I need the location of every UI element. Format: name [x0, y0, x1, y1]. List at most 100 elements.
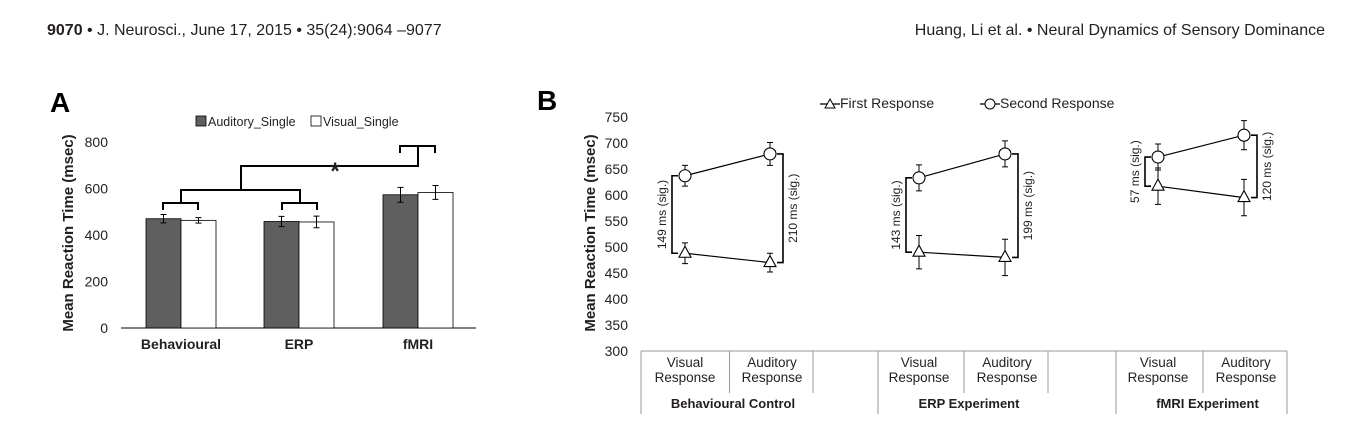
x-category-label: Response	[889, 370, 950, 385]
diff-bracket-left	[671, 174, 678, 255]
x-tick-label-a: Behavioural	[141, 336, 221, 352]
y-tick-label-a: 600	[85, 181, 109, 197]
y-tick-label-b: 650	[605, 161, 629, 177]
y-tick-label-a: 800	[85, 134, 109, 150]
x-category-label: Auditory	[747, 355, 797, 370]
diff-label-right: 199 ms (sig.)	[1021, 171, 1035, 240]
first-response-marker	[998, 249, 1012, 262]
y-tick-label-b: 300	[605, 343, 629, 359]
diff-label-right: 120 ms (sig.)	[1260, 132, 1274, 201]
bracket-main	[240, 146, 419, 190]
panel-a: Auditory_Single Visual_Single Mean React…	[60, 115, 476, 352]
error-bar	[195, 217, 202, 224]
diff-bracket-left	[905, 177, 912, 253]
error-bar	[160, 214, 167, 224]
first-response-line	[918, 251, 1006, 258]
y-tick-label-a: 200	[85, 274, 109, 290]
diff-label-right: 210 ms (sig.)	[786, 174, 800, 243]
diff-label-left: 57 ms (sig.)	[1128, 140, 1142, 203]
second-response-line	[684, 153, 771, 177]
bar-auditory_single-behavioural	[145, 218, 182, 329]
bracket-erp	[281, 202, 318, 210]
bar-auditory_single-erp	[263, 221, 300, 329]
first-response-marker	[1151, 178, 1165, 191]
y-tick-label-b: 550	[605, 213, 629, 229]
x-category-label: Response	[1216, 370, 1277, 385]
error-bar	[432, 184, 439, 200]
x-category-label: Visual	[667, 355, 704, 370]
y-tick-label-b: 400	[605, 291, 629, 307]
page-header-left: 9070 • J. Neurosci., June 17, 2015 • 35(…	[47, 22, 442, 40]
legend-triangle-icon	[824, 97, 836, 109]
second-response-line	[1157, 134, 1245, 158]
group-2: 57 ms (sig.) 120 ms (sig.)VisualResponseA…	[1115, 120, 1288, 414]
significance-asterisk: *	[330, 158, 340, 185]
first-response-line	[684, 252, 771, 264]
x-category-label: Auditory	[1221, 355, 1271, 370]
page-header-right: Huang, Li et al. • Neural Dynamics of Se…	[914, 22, 1325, 39]
group-label: Behavioural Control	[671, 396, 795, 411]
x-category-label: Response	[1128, 370, 1189, 385]
first-response-marker	[912, 244, 926, 257]
bar-visual_single-behavioural	[180, 219, 217, 329]
y-tick-label-b: 350	[605, 317, 629, 333]
journal-citation: • J. Neurosci., June 17, 2015 • 35(24):9…	[82, 22, 442, 39]
x-tick-label-a: fMRI	[403, 336, 433, 352]
y-tick-label-b: 700	[605, 135, 629, 151]
y-tick-label-a: 400	[85, 227, 109, 243]
y-tick-label-b: 600	[605, 187, 629, 203]
second-response-marker	[1237, 128, 1251, 142]
first-response-line	[1157, 185, 1245, 199]
second-response-line	[918, 153, 1006, 179]
first-response-marker	[1237, 189, 1251, 203]
diff-bracket-right	[777, 153, 784, 264]
y-tick-label-b: 500	[605, 239, 629, 255]
bar-auditory_single-fmri	[382, 194, 419, 329]
x-category-label: Response	[977, 370, 1038, 385]
second-response-marker	[1151, 150, 1165, 164]
bracket-behavioural	[162, 202, 199, 210]
error-bar	[397, 186, 404, 203]
y-tick-label-a: 0	[100, 320, 108, 336]
first-response-marker	[763, 254, 777, 268]
x-category-label: Auditory	[982, 355, 1032, 370]
x-category-label: Visual	[901, 355, 938, 370]
second-response-marker	[998, 147, 1012, 161]
group-1: 143 ms (sig.) 199 ms (sig.)VisualResponse…	[877, 140, 1049, 414]
first-response-marker	[678, 245, 692, 258]
legend-label-auditory: Auditory_Single	[208, 115, 296, 129]
y-tick-label-b: 450	[605, 265, 629, 281]
x-category-label: Response	[742, 370, 803, 385]
bar-visual_single-erp	[298, 221, 335, 329]
bracket-behav-erp	[180, 189, 301, 203]
panel-label-b: B	[537, 85, 557, 116]
second-response-marker	[678, 169, 692, 183]
y-tick-label-b: 750	[605, 109, 629, 125]
x-tick-label-a: ERP	[285, 336, 314, 352]
panel-label-a: A	[50, 87, 70, 118]
panel-b: First Response Second Response Mean Reac…	[582, 95, 1288, 414]
y-axis-title-a: Mean Reaction Time (msec)	[60, 134, 77, 331]
page-number: 9070	[47, 22, 83, 39]
legend-label-visual: Visual_Single	[323, 115, 399, 129]
diff-label-left: 149 ms (sig.)	[655, 180, 669, 249]
legend-swatch-visual	[310, 115, 322, 127]
legend-label-second: Second Response	[1000, 95, 1115, 111]
x-category-label: Visual	[1140, 355, 1177, 370]
error-bar	[313, 215, 320, 229]
error-bar	[278, 215, 285, 228]
group-label: fMRI Experiment	[1156, 396, 1259, 411]
bar-visual_single-fmri	[417, 192, 454, 329]
second-response-marker	[912, 171, 926, 185]
legend-circle-icon	[984, 98, 996, 110]
diff-label-left: 143 ms (sig.)	[889, 180, 903, 249]
x-category-label: Response	[655, 370, 716, 385]
diff-bracket-left	[1144, 156, 1151, 187]
second-response-marker	[763, 147, 777, 161]
legend-swatch-auditory	[195, 115, 207, 127]
group-0: 149 ms (sig.) 210 ms (sig.)VisualResponse…	[640, 141, 814, 414]
legend-label-first: First Response	[840, 95, 934, 111]
group-label: ERP Experiment	[919, 396, 1021, 411]
diff-bracket-right	[1251, 134, 1258, 199]
